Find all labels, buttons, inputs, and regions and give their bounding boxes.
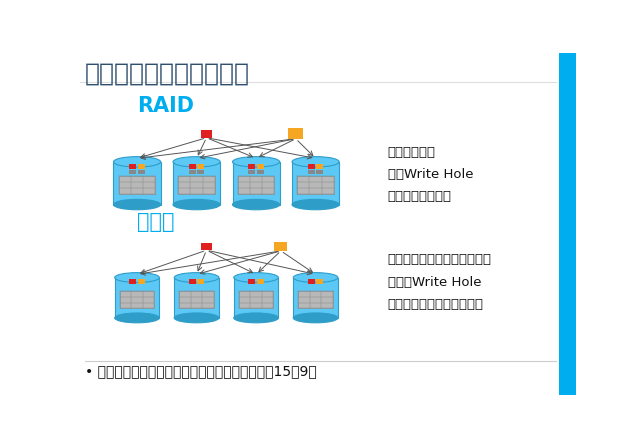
Bar	[239, 291, 273, 308]
Bar	[316, 279, 323, 284]
Bar	[113, 162, 161, 205]
Bar	[297, 176, 334, 194]
Bar	[129, 164, 136, 169]
Bar	[248, 170, 255, 174]
Bar	[138, 279, 145, 284]
Text: 纠删码: 纠删码	[137, 212, 175, 232]
Text: • 采用纠删码技术的区块链存储，数据可靠性达到15个9；: • 采用纠删码技术的区块链存储，数据可靠性达到15个9；	[85, 365, 317, 378]
Bar	[292, 162, 339, 205]
Bar	[200, 130, 212, 138]
Bar	[189, 164, 196, 169]
Bar	[197, 170, 204, 174]
Text: 条带大小固定: 条带大小固定	[388, 146, 435, 159]
Bar	[173, 162, 220, 205]
Text: 重构时只需恢复有数据部分: 重构时只需恢复有数据部分	[388, 298, 484, 311]
Bar	[138, 170, 145, 174]
Ellipse shape	[115, 313, 159, 323]
Bar	[197, 279, 204, 284]
Ellipse shape	[174, 313, 219, 323]
Bar	[189, 170, 196, 174]
Bar	[129, 170, 136, 174]
Bar	[174, 278, 219, 318]
Bar	[234, 278, 278, 318]
Ellipse shape	[292, 199, 339, 210]
Ellipse shape	[232, 157, 280, 167]
Bar	[559, 53, 576, 395]
Ellipse shape	[173, 157, 220, 167]
Bar	[257, 170, 264, 174]
Bar	[293, 278, 338, 318]
Ellipse shape	[234, 313, 278, 323]
Bar	[189, 279, 196, 284]
Text: RAID: RAID	[137, 96, 194, 116]
Bar	[257, 164, 264, 169]
Bar	[308, 170, 315, 174]
Bar	[257, 279, 264, 284]
Bar	[308, 164, 315, 169]
Text: 不存在Write Hole: 不存在Write Hole	[388, 275, 481, 289]
Bar	[237, 176, 275, 194]
Text: 存在Write Hole: 存在Write Hole	[388, 168, 473, 181]
Bar	[178, 176, 215, 194]
Ellipse shape	[173, 199, 220, 210]
Bar	[275, 242, 287, 251]
Ellipse shape	[113, 199, 161, 210]
Text: 条带大小根据数据块大小可变: 条带大小根据数据块大小可变	[388, 253, 492, 266]
Bar	[298, 291, 333, 308]
Bar	[232, 162, 280, 205]
Ellipse shape	[293, 313, 338, 323]
Ellipse shape	[292, 157, 339, 167]
Bar	[129, 279, 136, 284]
Bar	[316, 164, 323, 169]
Ellipse shape	[174, 273, 219, 282]
Ellipse shape	[115, 273, 159, 282]
Bar	[316, 170, 323, 174]
Ellipse shape	[234, 273, 278, 282]
Bar	[288, 128, 303, 139]
Bar	[118, 176, 156, 194]
Text: 重构时需整盘恢复: 重构时需整盘恢复	[388, 190, 452, 203]
Bar	[201, 243, 212, 250]
Bar	[197, 164, 204, 169]
Ellipse shape	[232, 199, 280, 210]
Bar	[120, 291, 154, 308]
Bar	[115, 278, 159, 318]
Text: 存储可靠性保证数据不丢: 存储可靠性保证数据不丢	[85, 62, 250, 86]
Bar	[248, 164, 255, 169]
Bar	[138, 164, 145, 169]
Ellipse shape	[113, 157, 161, 167]
Bar	[308, 279, 315, 284]
Bar	[248, 279, 255, 284]
Ellipse shape	[293, 273, 338, 282]
Bar	[179, 291, 214, 308]
